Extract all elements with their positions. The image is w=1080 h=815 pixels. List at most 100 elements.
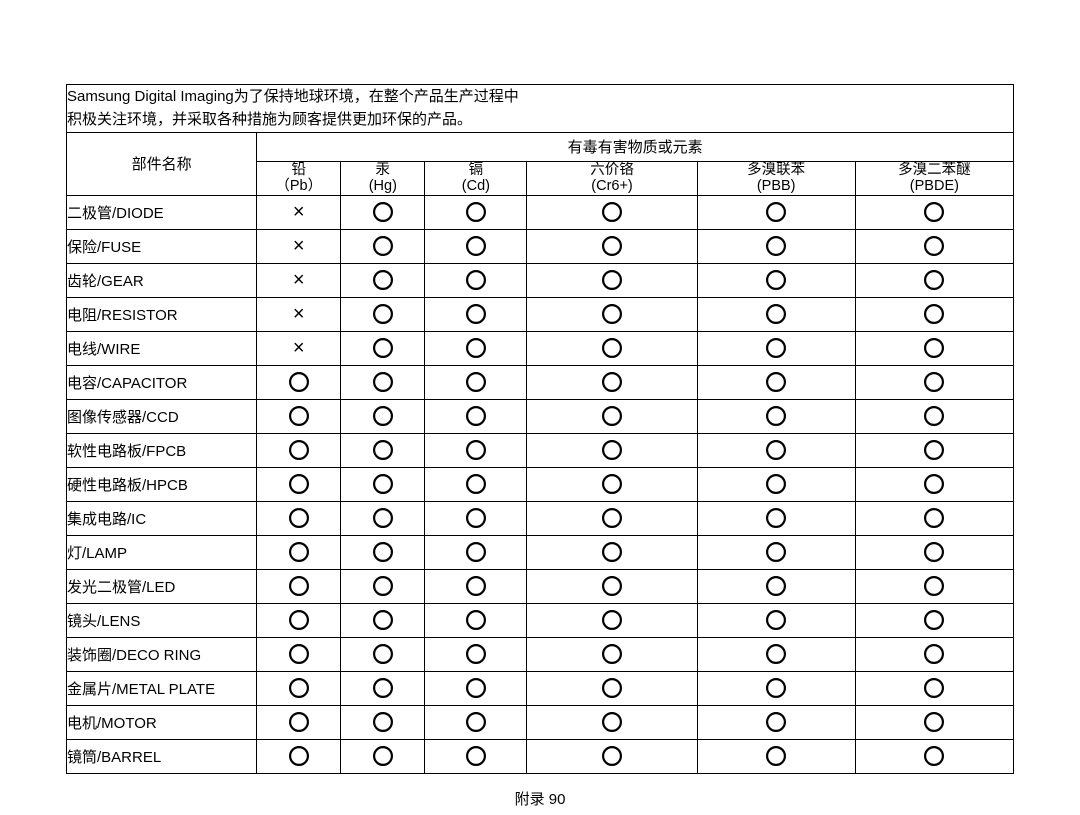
- part-name-cell: 金属片/METAL PLATE: [67, 671, 257, 705]
- circle-mark-icon: [766, 576, 786, 596]
- table-row: 电阻/RESISTOR×: [67, 297, 1014, 331]
- mark-cell: [527, 229, 697, 263]
- mark-cell: [257, 467, 341, 501]
- mark-cell: [341, 399, 425, 433]
- circle-mark-icon: [602, 644, 622, 664]
- x-mark-icon: ×: [293, 236, 305, 256]
- circle-mark-icon: [289, 406, 309, 426]
- circle-mark-icon: [766, 678, 786, 698]
- mark-cell: [697, 263, 855, 297]
- mark-cell: [855, 569, 1013, 603]
- circle-mark-icon: [602, 440, 622, 460]
- circle-mark-icon: [766, 202, 786, 222]
- circle-mark-icon: [766, 372, 786, 392]
- circle-mark-icon: [466, 270, 486, 290]
- mark-cell: [341, 739, 425, 773]
- mark-cell: [697, 705, 855, 739]
- mark-cell: [341, 433, 425, 467]
- circle-mark-icon: [602, 610, 622, 630]
- circle-mark-icon: [373, 508, 393, 528]
- col-header-cd: 镉 (Cd): [425, 161, 527, 195]
- mark-cell: [697, 467, 855, 501]
- mark-cell: [855, 263, 1013, 297]
- col-name: 六价铬: [590, 162, 634, 178]
- mark-cell: [257, 637, 341, 671]
- circle-mark-icon: [289, 542, 309, 562]
- table-row: 镜头/LENS: [67, 603, 1014, 637]
- mark-cell: [425, 569, 527, 603]
- circle-mark-icon: [373, 270, 393, 290]
- mark-cell: [257, 705, 341, 739]
- col-name: 铅: [291, 162, 306, 178]
- circle-mark-icon: [924, 270, 944, 290]
- table-row: 软性电路板/FPCB: [67, 433, 1014, 467]
- circle-mark-icon: [602, 338, 622, 358]
- circle-mark-icon: [466, 542, 486, 562]
- mark-cell: ×: [257, 263, 341, 297]
- mark-cell: [527, 569, 697, 603]
- mark-cell: [697, 433, 855, 467]
- mark-cell: ×: [257, 195, 341, 229]
- part-name-cell: 装饰圈/DECO RING: [67, 637, 257, 671]
- mark-cell: [425, 739, 527, 773]
- table-row: 图像传感器/CCD: [67, 399, 1014, 433]
- circle-mark-icon: [289, 712, 309, 732]
- mark-cell: [855, 535, 1013, 569]
- circle-mark-icon: [466, 406, 486, 426]
- circle-mark-icon: [289, 678, 309, 698]
- circle-mark-icon: [466, 746, 486, 766]
- mark-cell: [341, 331, 425, 365]
- circle-mark-icon: [466, 610, 486, 630]
- circle-mark-icon: [766, 746, 786, 766]
- circle-mark-icon: [289, 644, 309, 664]
- mark-cell: [341, 501, 425, 535]
- mark-cell: [341, 297, 425, 331]
- table-row: 齿轮/GEAR×: [67, 263, 1014, 297]
- part-name-cell: 发光二极管/LED: [67, 569, 257, 603]
- page-footer: 附录 90: [66, 788, 1014, 809]
- intro-line-1: Samsung Digital Imaging为了保持地球环境，在整个产品生产过…: [67, 88, 519, 105]
- mark-cell: [425, 535, 527, 569]
- table-row: 电线/WIRE×: [67, 331, 1014, 365]
- table-row: 装饰圈/DECO RING: [67, 637, 1014, 671]
- circle-mark-icon: [466, 678, 486, 698]
- intro-line-2: 积极关注环境，并采取各种措施为顾客提供更加环保的产品。: [67, 111, 472, 128]
- mark-cell: [257, 433, 341, 467]
- circle-mark-icon: [466, 202, 486, 222]
- mark-cell: [341, 671, 425, 705]
- mark-cell: [425, 297, 527, 331]
- circle-mark-icon: [466, 712, 486, 732]
- circle-mark-icon: [924, 474, 944, 494]
- mark-cell: [527, 739, 697, 773]
- circle-mark-icon: [766, 610, 786, 630]
- part-name-cell: 二极管/DIODE: [67, 195, 257, 229]
- circle-mark-icon: [924, 406, 944, 426]
- mark-cell: [425, 331, 527, 365]
- mark-cell: [527, 433, 697, 467]
- circle-mark-icon: [924, 202, 944, 222]
- hazardous-substances-table: Samsung Digital Imaging为了保持地球环境，在整个产品生产过…: [66, 84, 1014, 774]
- mark-cell: [341, 569, 425, 603]
- circle-mark-icon: [602, 678, 622, 698]
- circle-mark-icon: [924, 746, 944, 766]
- mark-cell: [855, 433, 1013, 467]
- mark-cell: [341, 365, 425, 399]
- part-name-cell: 电机/MOTOR: [67, 705, 257, 739]
- mark-cell: [257, 501, 341, 535]
- circle-mark-icon: [466, 304, 486, 324]
- circle-mark-icon: [373, 406, 393, 426]
- mark-cell: [855, 399, 1013, 433]
- mark-cell: [527, 195, 697, 229]
- mark-cell: [697, 501, 855, 535]
- circle-mark-icon: [289, 610, 309, 630]
- substance-group-header: 有毒有害物质或元素: [257, 132, 1014, 161]
- mark-cell: [425, 705, 527, 739]
- col-header-pb: 铅 （Pb）: [257, 161, 341, 195]
- mark-cell: [697, 331, 855, 365]
- col-name: 多溴二苯醚: [898, 162, 971, 178]
- table-row: 电机/MOTOR: [67, 705, 1014, 739]
- circle-mark-icon: [289, 576, 309, 596]
- col-symbol: （Pb）: [275, 178, 322, 194]
- mark-cell: [855, 297, 1013, 331]
- circle-mark-icon: [766, 406, 786, 426]
